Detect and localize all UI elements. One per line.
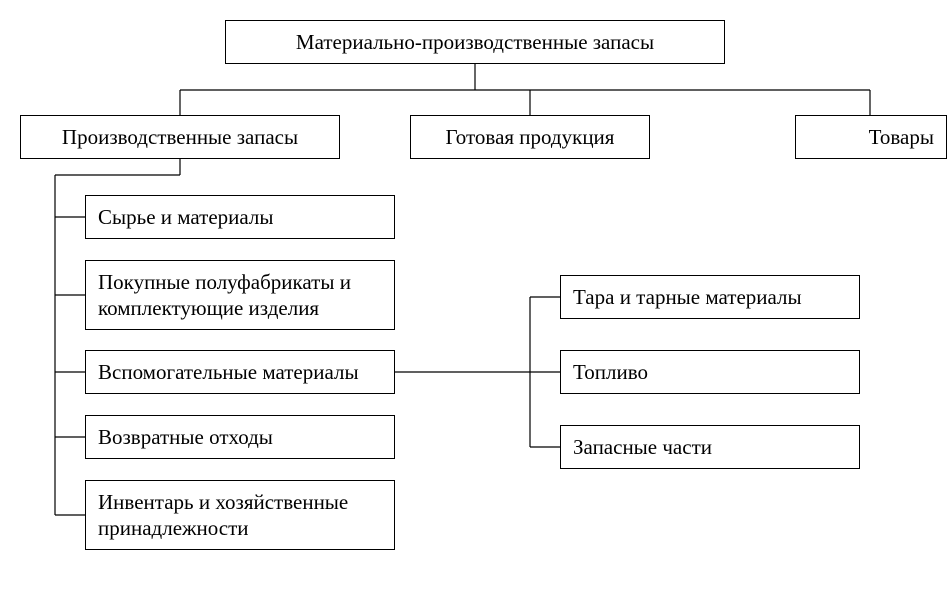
node-aux: Вспомогательные материалы xyxy=(85,350,395,394)
node-tara-label: Тара и тарные материалы xyxy=(573,284,802,310)
node-semi-label: Покупные полуфабрикаты и комплектующие и… xyxy=(98,269,382,322)
node-inventory: Инвентарь и хозяйственные принадлежности xyxy=(85,480,395,550)
diagram-stage: Материально-производственные запасы Прои… xyxy=(0,0,950,612)
node-root-label: Материально-производственные запасы xyxy=(296,29,654,55)
node-fuel-label: Топливо xyxy=(573,359,648,385)
node-ready: Готовая продукция xyxy=(410,115,650,159)
node-ready-label: Готовая продукция xyxy=(446,124,615,150)
node-spare: Запасные части xyxy=(560,425,860,469)
node-prod: Производственные запасы xyxy=(20,115,340,159)
node-spare-label: Запасные части xyxy=(573,434,712,460)
node-raw: Сырье и материалы xyxy=(85,195,395,239)
node-returns-label: Возвратные отходы xyxy=(98,424,273,450)
node-raw-label: Сырье и материалы xyxy=(98,204,274,230)
node-prod-label: Производственные запасы xyxy=(62,124,298,150)
node-semi: Покупные полуфабрикаты и комплектующие и… xyxy=(85,260,395,330)
node-aux-label: Вспомогательные материалы xyxy=(98,359,359,385)
node-root: Материально-производственные запасы xyxy=(225,20,725,64)
node-returns: Возвратные отходы xyxy=(85,415,395,459)
node-goods-label: Товары xyxy=(869,124,934,150)
node-tara: Тара и тарные материалы xyxy=(560,275,860,319)
node-fuel: Топливо xyxy=(560,350,860,394)
node-goods: Товары xyxy=(795,115,947,159)
node-inventory-label: Инвентарь и хозяйственные принадлежности xyxy=(98,489,382,542)
